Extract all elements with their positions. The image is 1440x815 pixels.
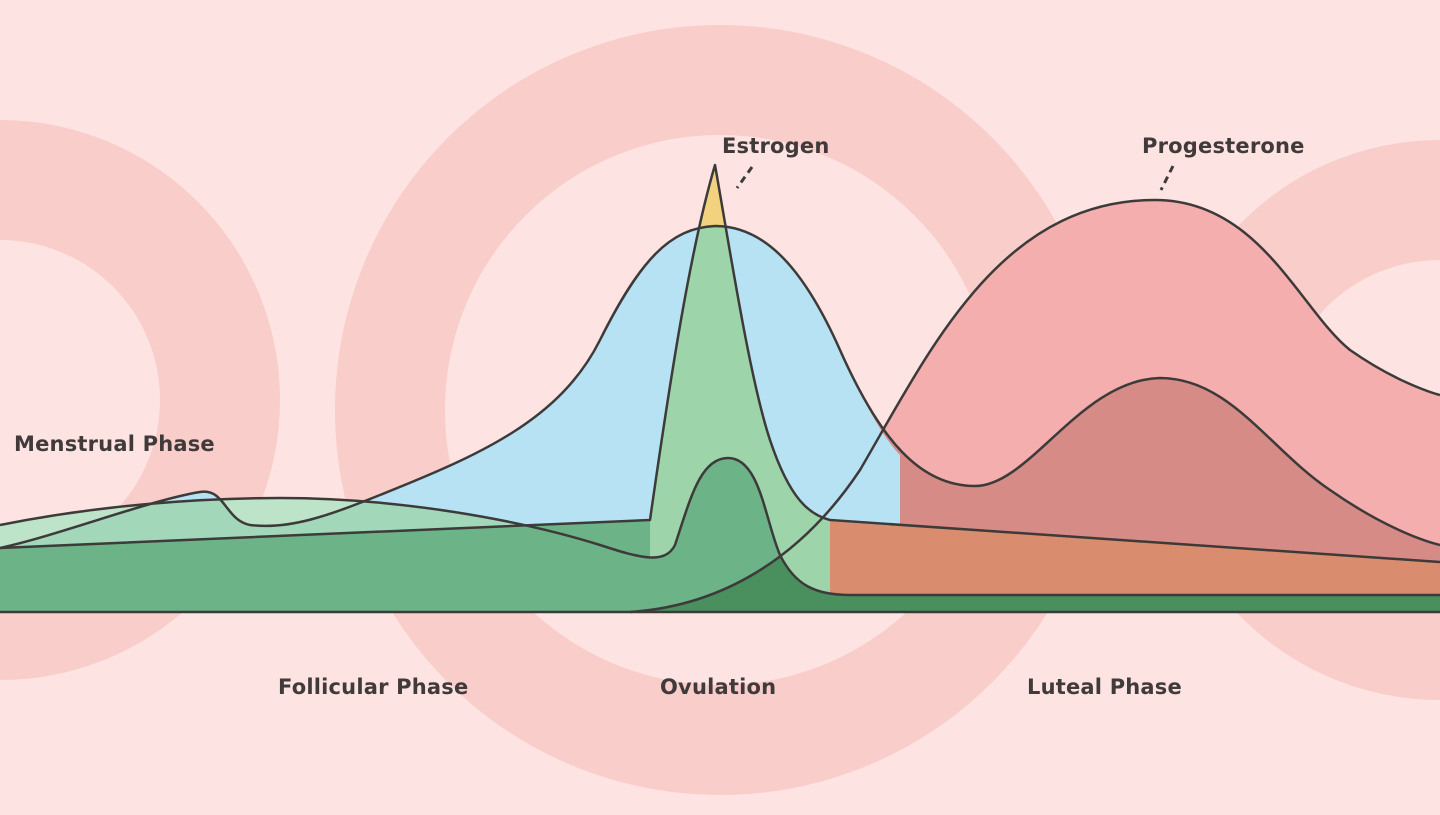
progesterone-curve xyxy=(629,198,1440,614)
orange-band xyxy=(780,518,1440,612)
menstrual-phase-label: Menstrual Phase xyxy=(14,432,215,456)
progesterone-leader xyxy=(1159,165,1175,191)
estrogen-label: Estrogen xyxy=(722,134,830,158)
progesterone-label: Progesterone xyxy=(1142,134,1305,158)
luteal-phase-label: Luteal Phase xyxy=(1027,675,1182,699)
estrogen-leader xyxy=(735,166,754,189)
estrogen-spike-curve xyxy=(0,163,1440,564)
lh-base-area xyxy=(0,520,650,612)
ring-left xyxy=(0,120,280,680)
ovulation-label: Ovulation xyxy=(660,675,777,699)
follicular-phase-label: Follicular Phase xyxy=(278,675,469,699)
fsh-curve xyxy=(0,456,1440,597)
outlines xyxy=(0,163,1440,614)
